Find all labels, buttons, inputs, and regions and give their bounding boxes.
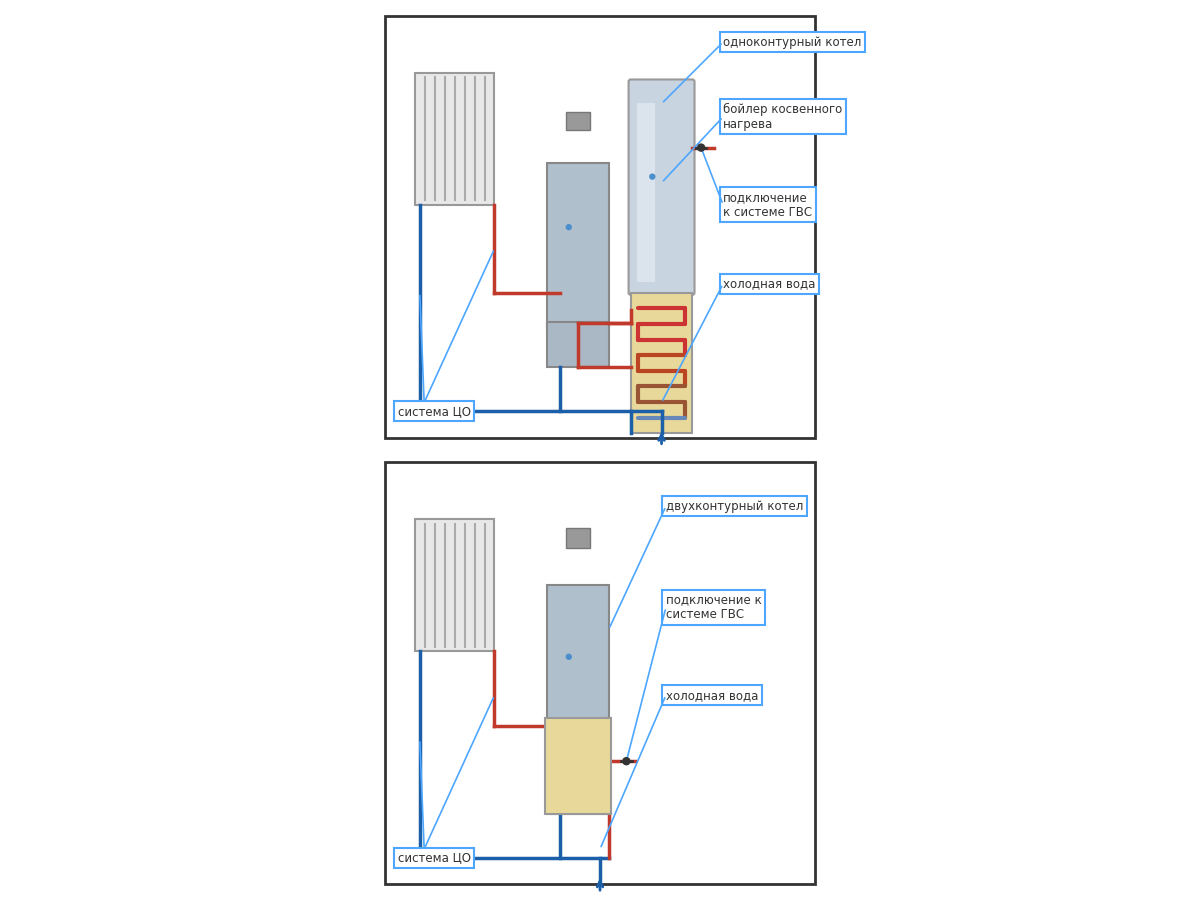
- FancyBboxPatch shape: [547, 585, 608, 771]
- Text: подключение к
системе ГВС: подключение к системе ГВС: [666, 593, 762, 621]
- Circle shape: [566, 654, 571, 659]
- Text: система ЦО: система ЦО: [397, 851, 470, 864]
- Text: одноконтурный котел: одноконтурный котел: [724, 36, 862, 49]
- Text: холодная вода: холодная вода: [724, 277, 816, 291]
- FancyBboxPatch shape: [629, 79, 695, 295]
- FancyBboxPatch shape: [547, 762, 608, 814]
- Text: подключение
к системе ГВС: подключение к системе ГВС: [724, 191, 812, 219]
- Text: двухконтурный котел: двухконтурный котел: [666, 500, 803, 513]
- FancyBboxPatch shape: [565, 112, 590, 130]
- FancyBboxPatch shape: [547, 321, 608, 367]
- Circle shape: [697, 144, 704, 151]
- FancyBboxPatch shape: [565, 528, 590, 548]
- FancyBboxPatch shape: [415, 73, 494, 205]
- Text: бойлер косвенного
нагрева: бойлер косвенного нагрева: [724, 103, 842, 130]
- FancyBboxPatch shape: [385, 15, 815, 437]
- Circle shape: [650, 175, 655, 179]
- Circle shape: [566, 225, 571, 230]
- FancyBboxPatch shape: [385, 463, 815, 885]
- FancyBboxPatch shape: [631, 292, 692, 433]
- FancyBboxPatch shape: [547, 164, 608, 329]
- Text: холодная вода: холодная вода: [666, 688, 758, 702]
- FancyBboxPatch shape: [637, 103, 655, 282]
- FancyBboxPatch shape: [415, 519, 494, 652]
- FancyBboxPatch shape: [545, 717, 611, 814]
- Circle shape: [623, 758, 630, 765]
- Text: система ЦО: система ЦО: [397, 405, 470, 418]
